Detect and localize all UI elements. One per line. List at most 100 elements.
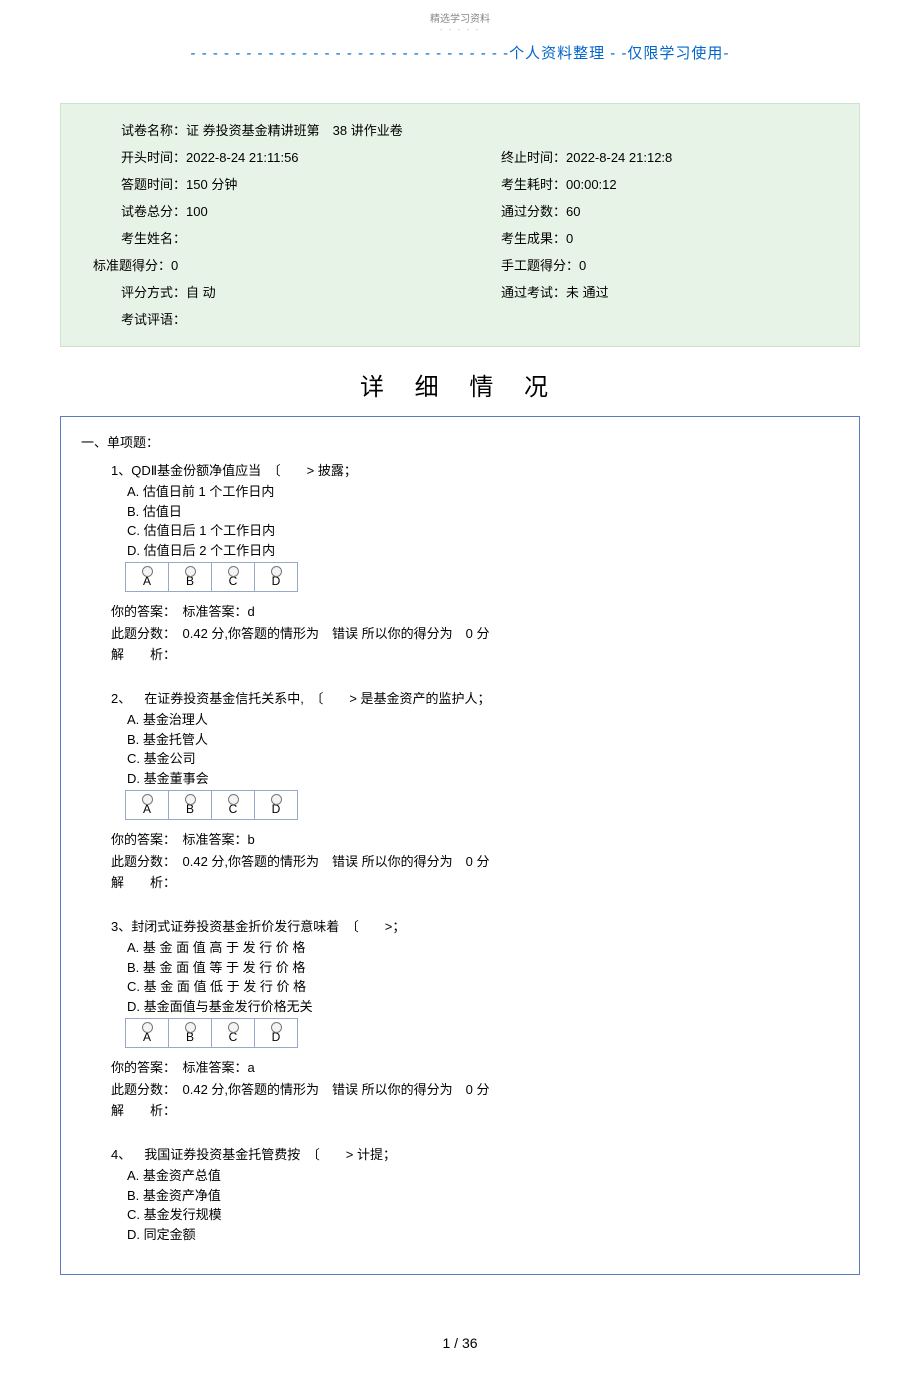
score-line: 此题分数： 0.42 分,你答题的情形为 错误 所以你的得分为 0 分 [111, 852, 839, 872]
info-row: 答题时间：150 分钟 考生耗时：00:00:12 [121, 174, 839, 193]
analysis-label: 解 析： [111, 1101, 839, 1121]
your-answer-label: 你的答案： [111, 1060, 170, 1075]
std-answer-label: 标准答案： [183, 832, 248, 847]
answer-block: 你的答案： 标准答案：d 此题分数： 0.42 分,你答题的情形为 错误 所以你… [111, 602, 839, 665]
info-label: 通过考试： [501, 282, 566, 301]
question-text: 封闭式证券投资基金折价发行意味着 〔 >； [131, 919, 405, 934]
info-label: 试卷总分： [121, 201, 186, 220]
info-label: 考试评语： [121, 309, 186, 328]
info-row: 考试评语： [121, 309, 839, 328]
banner-dashes-left: - - - - - - - - - - - - - - - - - - - - … [191, 45, 510, 62]
info-label: 通过分数： [501, 201, 566, 220]
radio-d[interactable]: D [254, 562, 298, 592]
radio-icon [271, 566, 282, 577]
option-c: C. 基金发行规模 [111, 1205, 839, 1225]
answer-block: 你的答案： 标准答案：b 此题分数： 0.42 分,你答题的情形为 错误 所以你… [111, 830, 839, 893]
option-c: C. 基金公司 [111, 749, 839, 769]
info-row: 试卷总分：100 通过分数：60 [121, 201, 839, 220]
answer-block: 你的答案： 标准答案：a 此题分数： 0.42 分,你答题的情形为 错误 所以你… [111, 1058, 839, 1121]
question-block: 2、 在证券投资基金信托关系中, 〔 > 是基金资产的监护人； A. 基金治理人… [81, 689, 839, 893]
question-block: 3、封闭式证券投资基金折价发行意味着 〔 >； A. 基 金 面 值 高 于 发… [81, 917, 839, 1121]
option-d: D. 基金董事会 [111, 769, 839, 789]
radio-d[interactable]: D [254, 1018, 298, 1048]
question-block: 1、QDⅡ基金份额净值应当 〔 > 披露； A. 估值日前 1 个工作日内 B.… [81, 461, 839, 665]
info-label: 评分方式： [121, 282, 186, 301]
std-answer-label: 标准答案： [183, 1060, 248, 1075]
info-row: 标准题得分：0 手工题得分：0 [93, 255, 839, 274]
option-d: D. 估值日后 2 个工作日内 [111, 541, 839, 561]
option-c: C. 估值日后 1 个工作日内 [111, 521, 839, 541]
question-number: 3、 [111, 917, 131, 937]
radio-b[interactable]: B [168, 1018, 212, 1048]
std-answer: b [248, 832, 255, 847]
std-answer: a [248, 1060, 255, 1075]
info-value: 60 [566, 204, 580, 219]
std-answer: d [248, 604, 255, 619]
radio-icon [271, 1022, 282, 1033]
radio-icon [142, 794, 153, 805]
info-label: 手工题得分： [501, 255, 579, 274]
info-label: 答题时间： [121, 174, 186, 193]
radio-icon [228, 566, 239, 577]
radio-c[interactable]: C [211, 790, 255, 820]
option-b: B. 基金托管人 [111, 730, 839, 750]
info-label: 考生成果： [501, 228, 566, 247]
info-value: 0 [579, 258, 586, 273]
radio-a[interactable]: A [125, 790, 169, 820]
question-text: QDⅡ基金份额净值应当 〔 > 披露； [131, 463, 357, 478]
radio-icon [228, 794, 239, 805]
info-label: 开头时间： [121, 147, 186, 166]
question-stem: 3、封闭式证券投资基金折价发行意味着 〔 >； [111, 917, 839, 937]
radio-b[interactable]: B [168, 562, 212, 592]
score-line: 此题分数： 0.42 分,你答题的情形为 错误 所以你的得分为 0 分 [111, 1080, 839, 1100]
analysis-label: 解 析： [111, 645, 839, 665]
option-d: D. 基金面值与基金发行价格无关 [111, 997, 839, 1017]
radio-c[interactable]: C [211, 1018, 255, 1048]
radio-d[interactable]: D [254, 790, 298, 820]
option-b: B. 基金资产净值 [111, 1186, 839, 1206]
radio-group: A B C D [125, 790, 839, 820]
radio-icon [185, 566, 196, 577]
question-block: 4、 我国证券投资基金托管费按 〔 > 计提； A. 基金资产总值 B. 基金资… [81, 1145, 839, 1245]
detail-section-title: 详 细 情 况 [0, 367, 920, 402]
radio-a[interactable]: A [125, 562, 169, 592]
question-number: 4、 [111, 1145, 131, 1165]
radio-icon [142, 1022, 153, 1033]
option-d: D. 同定金额 [111, 1225, 839, 1245]
info-label: 标准题得分： [93, 255, 171, 274]
page-container: 精选学习资料 - - - - - - - - - - - - - - - - -… [0, 0, 920, 1391]
info-value: 未 通过 [566, 285, 609, 300]
info-row: 开头时间：2022-8-24 21:11:56 终止时间：2022-8-24 2… [121, 147, 839, 166]
radio-b[interactable]: B [168, 790, 212, 820]
info-value: 0 [566, 231, 573, 246]
option-b: B. 估值日 [111, 502, 839, 522]
radio-group: A B C D [125, 562, 839, 592]
option-a: A. 基 金 面 值 高 于 发 行 价 格 [111, 938, 839, 958]
exam-info-box: 试卷名称：证 券投资基金精讲班第 38 讲作业卷 开头时间：2022-8-24 … [60, 103, 860, 347]
std-answer-label: 标准答案： [183, 604, 248, 619]
question-stem: 4、 我国证券投资基金托管费按 〔 > 计提； [111, 1145, 839, 1165]
info-row: 考生姓名： 考生成果：0 [121, 228, 839, 247]
radio-group: A B C D [125, 1018, 839, 1048]
info-row: 试卷名称：证 券投资基金精讲班第 38 讲作业卷 [121, 120, 839, 139]
info-label: 终止时间： [501, 147, 566, 166]
radio-icon [271, 794, 282, 805]
radio-icon [142, 566, 153, 577]
info-value: 100 [186, 204, 208, 219]
info-label: 试卷名称： [121, 120, 186, 139]
radio-a[interactable]: A [125, 1018, 169, 1048]
info-value: 150 分钟 [186, 177, 237, 192]
question-section-heading: 一、单项题： [81, 433, 839, 453]
radio-icon [185, 1022, 196, 1033]
radio-c[interactable]: C [211, 562, 255, 592]
banner: - - - - - - - - - - - - - - - - - - - - … [0, 42, 920, 63]
option-a: A. 基金资产总值 [111, 1166, 839, 1186]
info-value: 自 动 [186, 285, 216, 300]
info-value: 证 券投资基金精讲班第 38 讲作业卷 [186, 123, 403, 138]
option-c: C. 基 金 面 值 低 于 发 行 价 格 [111, 977, 839, 997]
detail-box: 一、单项题： 1、QDⅡ基金份额净值应当 〔 > 披露； A. 估值日前 1 个… [60, 416, 860, 1275]
analysis-label: 解 析： [111, 873, 839, 893]
banner-text: 个人资料整理 - -仅限学习使用 [509, 45, 723, 62]
question-number: 1、 [111, 461, 131, 481]
info-value: 2022-8-24 21:11:56 [186, 150, 299, 165]
